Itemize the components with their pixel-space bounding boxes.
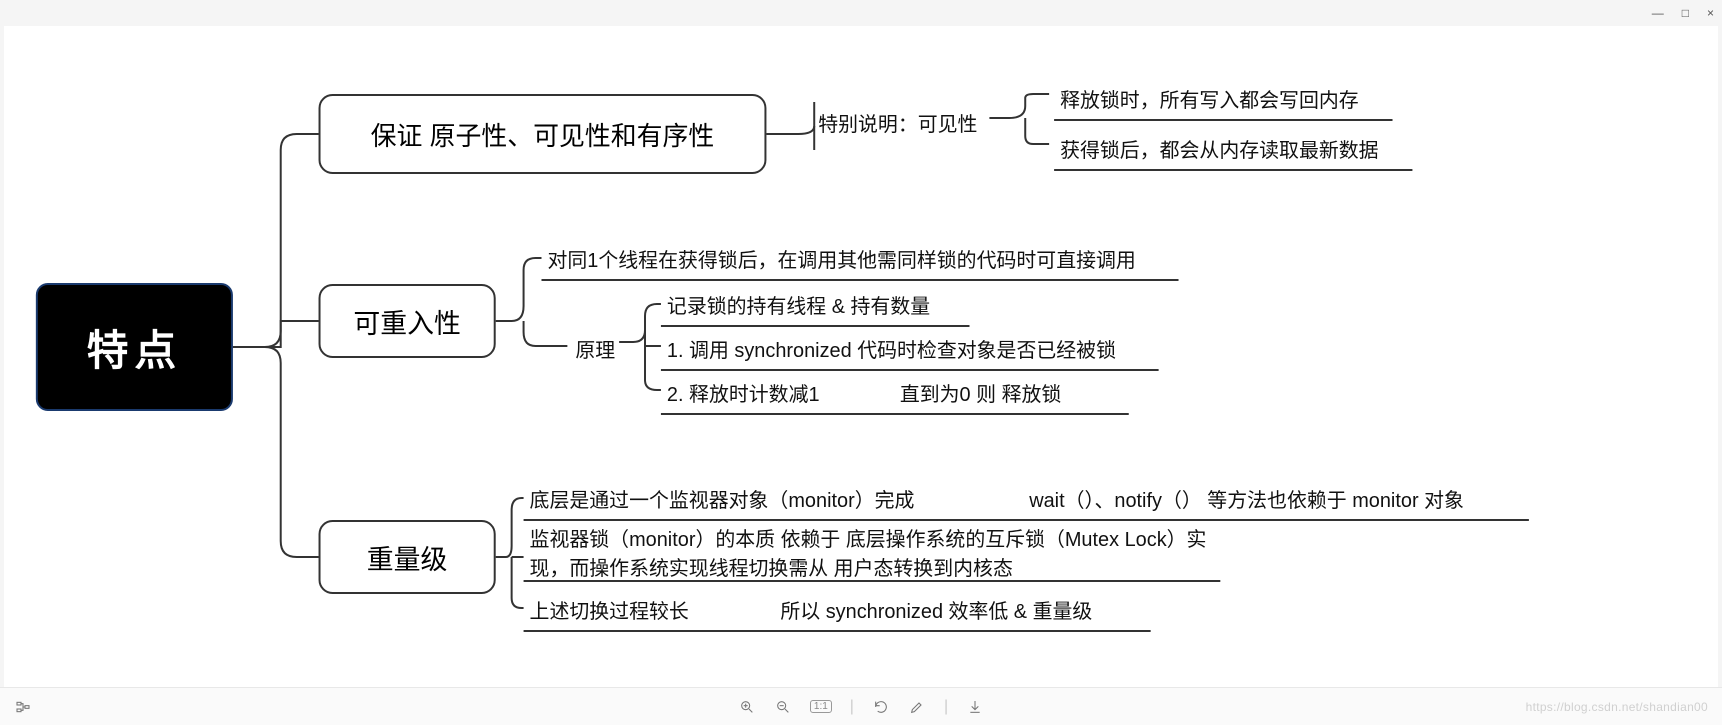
branch-node-guarantee[interactable]: 保证 原子性、可见性和有序性 <box>319 94 767 174</box>
leaf-u-step2: 2. 释放时计数减1 <box>661 378 1129 415</box>
zoom-fit-button[interactable]: 1:1 <box>810 700 832 713</box>
outline-icon[interactable] <box>14 698 32 716</box>
window-close-button[interactable]: × <box>1707 6 1714 20</box>
zoom-in-icon[interactable] <box>738 698 756 716</box>
window-maximize-button[interactable]: □ <box>1682 6 1689 20</box>
branch-node-heavy[interactable]: 重量级 <box>319 520 496 594</box>
mindmap-canvas[interactable]: 特点保证 原子性、可见性和有序性可重入性重量级特别说明：可见性原理直到为0 则 … <box>4 26 1718 687</box>
refresh-icon[interactable] <box>872 698 890 716</box>
watermark-text: https://blog.csdn.net/shandian00 <box>1526 700 1708 714</box>
connector-line <box>989 94 1049 118</box>
leaf-u-acquire-mem: 获得锁后，都会从内存读取最新数据 <box>1054 134 1412 171</box>
leaf-u-release-mem: 释放锁时，所有写入都会写回内存 <box>1054 84 1392 121</box>
connector-line <box>233 321 319 347</box>
connector-line <box>233 347 319 557</box>
leaf-u-step1: 1. 调用 synchronized 代码时检查对象是否已经被锁 <box>661 334 1159 371</box>
connector-line <box>766 102 814 134</box>
window-minimize-button[interactable]: — <box>1652 6 1664 20</box>
connector-line <box>496 498 524 557</box>
root-node[interactable]: 特点 <box>36 283 233 411</box>
connector-line <box>619 304 661 342</box>
window-titlebar: — □ × <box>0 0 1722 26</box>
bottom-toolbar: 1:1 | | https://blog.csdn.net/shandian00 <box>0 687 1722 725</box>
connector-line <box>645 342 661 390</box>
connector-line <box>512 557 524 608</box>
label-principle-label: 原理 <box>575 334 615 363</box>
leaf-u-same-thread: 对同1个线程在获得锁后，在调用其他需同样锁的代码时可直接调用 <box>541 244 1178 281</box>
leaf-u-monitor: 底层是通过一个监视器对象（monitor）完成 <box>524 484 1529 521</box>
connector-line <box>1025 118 1049 144</box>
connector-line <box>233 134 319 347</box>
edit-icon[interactable] <box>908 698 926 716</box>
toolbar-divider: | <box>944 698 948 716</box>
toolbar-divider: | <box>850 698 854 716</box>
leaf-u-switch-long: 上述切换过程较长 <box>524 595 1151 632</box>
connector-line <box>645 330 661 346</box>
download-icon[interactable] <box>966 698 984 716</box>
connector-line <box>524 321 568 346</box>
leaf-u-record: 记录锁的持有线程 & 持有数量 <box>661 290 970 327</box>
connector-line <box>496 258 542 321</box>
zoom-out-icon[interactable] <box>774 698 792 716</box>
branch-node-reentrant[interactable]: 可重入性 <box>319 284 496 358</box>
leaf-u-mutex: 监视器锁（monitor）的本质 依赖于 底层操作系统的互斥锁（Mutex Lo… <box>524 526 1221 582</box>
label-note-visibility: 特别说明：可见性 <box>818 108 977 137</box>
